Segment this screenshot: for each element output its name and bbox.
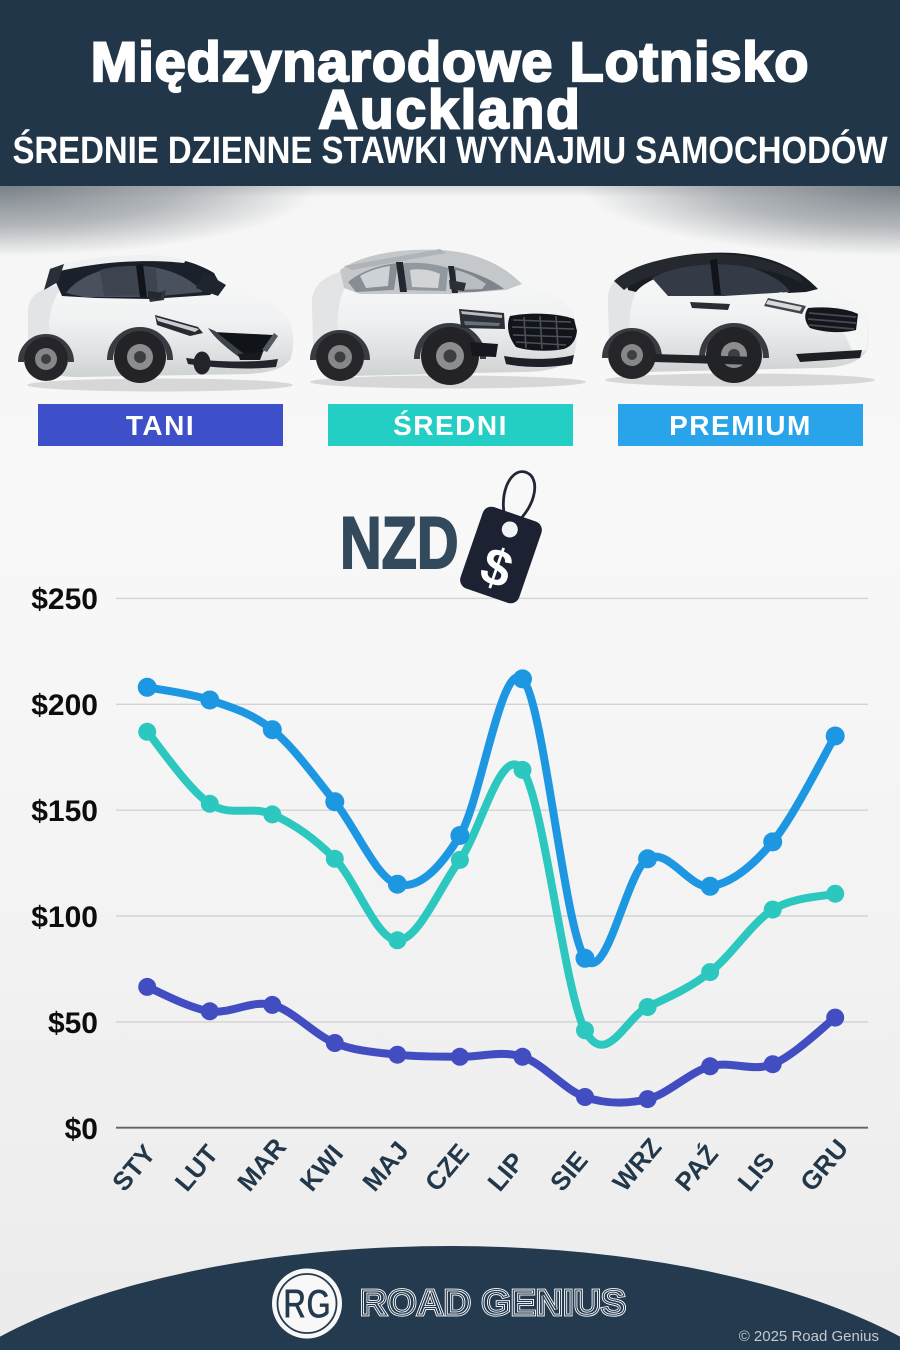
svg-text:RG: RG bbox=[283, 1280, 331, 1327]
svg-text:$250: $250 bbox=[31, 583, 98, 616]
svg-text:CZE: CZE bbox=[419, 1138, 475, 1197]
svg-text:MAR: MAR bbox=[231, 1132, 292, 1197]
svg-text:$200: $200 bbox=[31, 689, 98, 722]
svg-text:RG: RG bbox=[283, 1280, 331, 1327]
svg-text:KWI: KWI bbox=[294, 1139, 349, 1197]
svg-text:$0: $0 bbox=[65, 1113, 98, 1146]
svg-text:© 2025 Road Genius: © 2025 Road Genius bbox=[739, 1328, 879, 1345]
svg-text:WRZ: WRZ bbox=[606, 1132, 667, 1197]
svg-text:PAŹ: PAŹ bbox=[669, 1139, 724, 1197]
svg-text:$100: $100 bbox=[31, 901, 98, 934]
svg-text:ROAD GENIUS: ROAD GENIUS bbox=[360, 1282, 626, 1323]
svg-text:STY: STY bbox=[106, 1139, 161, 1197]
svg-text:ROAD GENIUS: ROAD GENIUS bbox=[360, 1282, 626, 1323]
svg-text:LIS: LIS bbox=[732, 1147, 781, 1197]
svg-text:LIP: LIP bbox=[481, 1147, 530, 1197]
svg-text:MAJ: MAJ bbox=[356, 1136, 414, 1197]
svg-text:SIE: SIE bbox=[544, 1145, 594, 1196]
svg-text:GRU: GRU bbox=[794, 1133, 854, 1197]
svg-text:$150: $150 bbox=[31, 795, 98, 828]
svg-text:$50: $50 bbox=[48, 1007, 98, 1040]
svg-text:LUT: LUT bbox=[169, 1139, 225, 1197]
